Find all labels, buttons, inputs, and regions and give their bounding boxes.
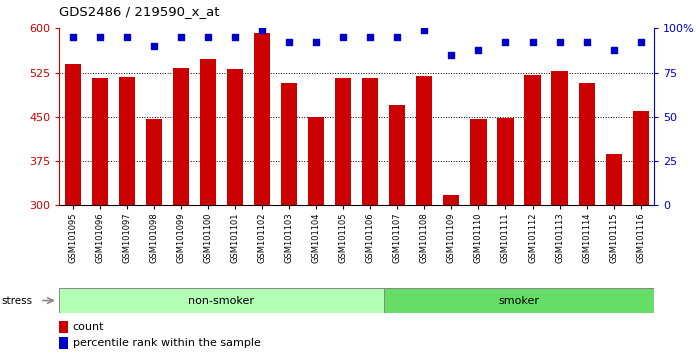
Bar: [65, 64, 81, 205]
Text: stress: stress: [1, 296, 33, 306]
Bar: [145, 119, 162, 205]
Bar: [281, 82, 297, 205]
Bar: [606, 154, 622, 205]
Bar: [551, 72, 568, 205]
Point: [608, 47, 619, 52]
Point: [554, 40, 565, 45]
Bar: [92, 78, 108, 205]
Bar: [383, 288, 654, 313]
Bar: [308, 117, 324, 205]
Point: [635, 40, 647, 45]
Point: [175, 34, 187, 40]
Bar: [227, 69, 243, 205]
Text: GDS2486 / 219590_x_at: GDS2486 / 219590_x_at: [59, 5, 220, 18]
Point: [446, 52, 457, 58]
Bar: [498, 118, 514, 205]
Bar: [416, 75, 432, 205]
Point: [121, 34, 132, 40]
Point: [256, 27, 267, 33]
Bar: [578, 82, 595, 205]
Point: [148, 43, 159, 49]
Bar: [59, 321, 68, 333]
Point: [310, 40, 322, 45]
Bar: [389, 105, 405, 205]
Point: [94, 34, 105, 40]
Text: non-smoker: non-smoker: [189, 296, 255, 306]
Text: percentile rank within the sample: percentile rank within the sample: [72, 338, 260, 348]
Bar: [173, 68, 189, 205]
Point: [365, 34, 376, 40]
Bar: [118, 77, 135, 205]
Bar: [59, 288, 383, 313]
Point: [527, 40, 538, 45]
Point: [203, 34, 214, 40]
Text: smoker: smoker: [498, 296, 539, 306]
Point: [419, 27, 430, 33]
Bar: [335, 78, 351, 205]
Bar: [470, 119, 487, 205]
Bar: [254, 33, 270, 205]
Bar: [59, 337, 68, 349]
Point: [581, 40, 592, 45]
Bar: [524, 75, 541, 205]
Text: count: count: [72, 322, 104, 332]
Point: [230, 34, 241, 40]
Bar: [200, 59, 216, 205]
Point: [473, 47, 484, 52]
Point: [338, 34, 349, 40]
Bar: [443, 195, 459, 205]
Bar: [362, 78, 379, 205]
Bar: [633, 111, 649, 205]
Point: [500, 40, 511, 45]
Point: [283, 40, 294, 45]
Point: [67, 34, 78, 40]
Point: [392, 34, 403, 40]
